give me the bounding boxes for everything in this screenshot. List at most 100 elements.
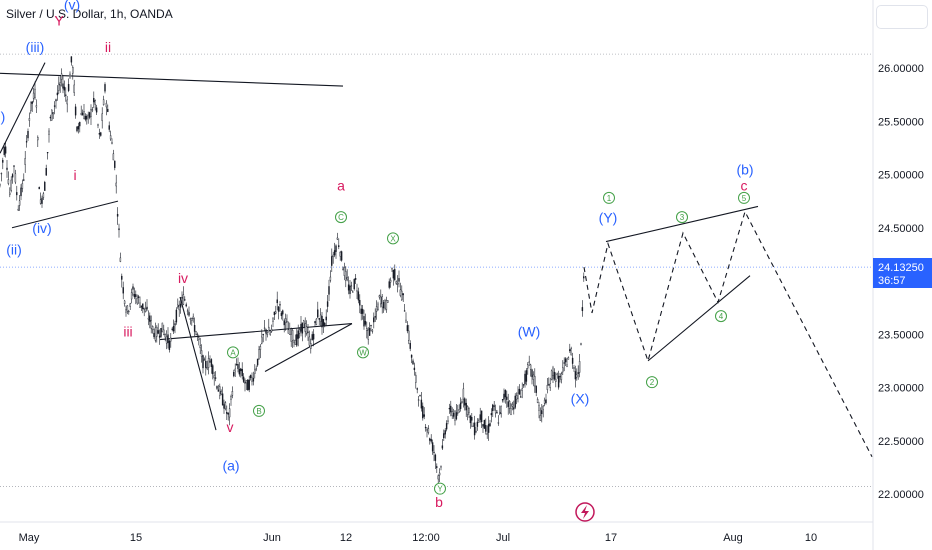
candle-body [356,290,358,292]
candle-body [367,329,369,340]
candle-body [0,172,3,175]
candle-body [258,349,260,359]
circle-label-text: 4 [719,312,724,321]
candle-body [522,384,525,386]
candle-body [161,322,164,333]
candle-body [549,383,551,389]
candle-body [567,357,570,360]
candle-body [31,101,33,104]
candle-body [564,358,567,363]
candle-body [88,112,91,118]
candle-body [206,367,208,370]
toolbar-button[interactable] [876,5,928,29]
candle-body [125,309,127,313]
candle-body [122,287,124,294]
candle-body [153,332,155,338]
candle-body [532,374,535,380]
candle-body [268,326,270,333]
candle-body [245,380,248,384]
price-tick-label: 23.50000 [878,329,924,341]
candle-body [312,333,315,340]
candle-body [465,402,467,411]
circle-wave-label: W [357,346,369,359]
candle-body [305,326,308,334]
wave-label: c [741,177,748,193]
candle-body [487,423,490,433]
candle-body [581,307,584,312]
candle-body [32,92,35,99]
price-tick-label: 26.00000 [878,63,924,75]
candle-body [353,279,355,290]
candle-body [429,438,431,441]
candle-body [39,199,42,204]
candle-body [462,388,465,400]
trendline [647,275,751,362]
candle-body [205,360,207,368]
candle-body [98,133,101,135]
candle-body [266,332,269,335]
candle-body [354,278,357,280]
candle-body [396,282,399,285]
wave-labels: (v)Y(iii) ii)i(iv)(ii)aiviiiv(a)b(W)(X)(Y… [1,0,754,510]
candle-body [216,386,218,389]
candle-body [583,276,585,279]
candle-body [371,329,374,332]
candle-body [284,318,287,324]
candle-body [199,345,201,349]
candle-body [52,112,54,115]
candle-body [290,333,292,342]
candle-body [342,268,344,271]
candle-body [101,113,103,121]
candle-body [69,73,71,79]
candle-body [209,360,211,363]
candle-body [297,330,299,339]
candle-body [447,420,449,422]
candle-body [511,403,514,407]
candle-body [350,285,353,287]
candle-body [20,187,22,197]
candle-body [521,388,523,391]
flash-icon[interactable] [575,502,595,522]
candle-body [73,84,75,93]
circle-label-text: W [359,348,367,357]
candle-body [410,354,413,358]
candle-body [132,286,134,290]
candle-body [562,367,564,373]
candle-body [485,425,487,432]
trendline [264,323,353,373]
candle-body [433,451,435,454]
price-tick-label: 25.50000 [878,116,924,128]
candle-body [213,375,215,379]
price-tag-bg [873,258,932,288]
candle-body [139,302,141,308]
trendline [0,62,46,154]
candle-body [384,300,386,309]
candle-body [149,315,151,322]
candle-body [304,323,306,332]
candle-body [574,371,577,380]
candle-body [318,318,320,320]
candle-body [202,355,204,369]
wave-label: Y [54,12,64,28]
circle-label-text: B [256,407,261,416]
candle-body [91,109,94,111]
candle-body [130,292,133,300]
candle-body [360,308,362,314]
candle-body [416,388,418,390]
candle-body [578,361,581,373]
candle-body [115,182,117,187]
candle-body [21,183,24,189]
candle-body [220,391,222,395]
candle-body [226,412,228,414]
candle-body [510,408,512,415]
circle-label-text: 1 [607,194,612,203]
candle-body [280,312,283,316]
flash-icon-bolt [581,505,589,519]
candle-body [13,165,15,167]
circle-label-text: Y [437,485,443,494]
candle-body [270,328,273,332]
candle-body [441,445,444,449]
circle-marker [227,346,239,359]
candle-body [126,305,129,312]
